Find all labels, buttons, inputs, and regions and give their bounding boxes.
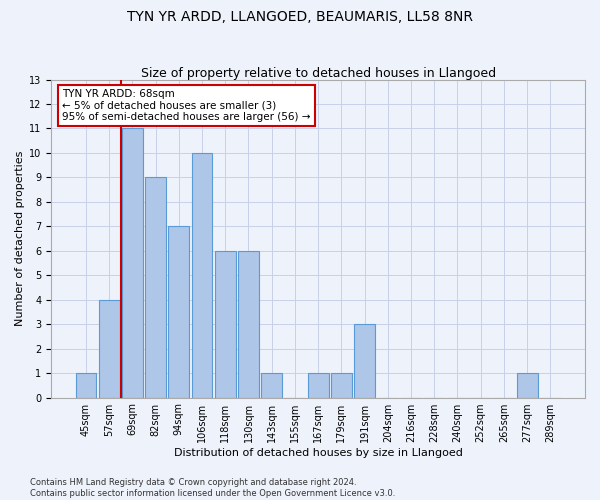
Bar: [354, 324, 375, 398]
Y-axis label: Number of detached properties: Number of detached properties: [15, 151, 25, 326]
Text: TYN YR ARDD, LLANGOED, BEAUMARIS, LL58 8NR: TYN YR ARDD, LLANGOED, BEAUMARIS, LL58 8…: [127, 10, 473, 24]
Bar: [261, 373, 282, 398]
Bar: [331, 373, 352, 398]
X-axis label: Distribution of detached houses by size in Llangoed: Distribution of detached houses by size …: [173, 448, 463, 458]
Bar: [99, 300, 119, 398]
Bar: [215, 251, 236, 398]
Text: TYN YR ARDD: 68sqm
← 5% of detached houses are smaller (3)
95% of semi-detached : TYN YR ARDD: 68sqm ← 5% of detached hous…: [62, 89, 310, 122]
Title: Size of property relative to detached houses in Llangoed: Size of property relative to detached ho…: [140, 66, 496, 80]
Bar: [191, 153, 212, 398]
Bar: [122, 128, 143, 398]
Bar: [76, 373, 97, 398]
Text: Contains HM Land Registry data © Crown copyright and database right 2024.
Contai: Contains HM Land Registry data © Crown c…: [30, 478, 395, 498]
Bar: [238, 251, 259, 398]
Bar: [169, 226, 189, 398]
Bar: [308, 373, 329, 398]
Bar: [517, 373, 538, 398]
Bar: [145, 178, 166, 398]
